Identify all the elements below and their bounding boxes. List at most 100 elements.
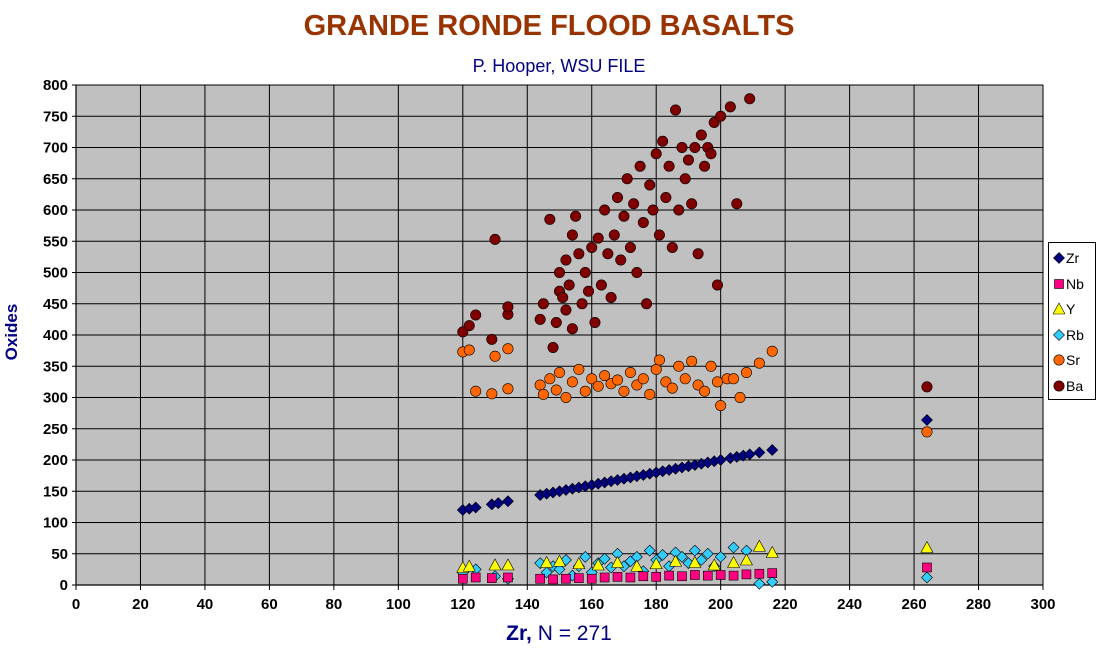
point-sr [728,373,740,385]
point-ba [583,285,595,297]
x-tick-label: 120 [450,596,475,613]
point-y [501,558,515,571]
point-sr [486,388,498,400]
point-y [462,559,476,572]
data-marks [456,93,934,590]
x-tick-label: 180 [644,596,669,613]
point-rb [676,550,688,563]
point-nb [470,572,481,583]
point-nb [677,571,687,582]
x-tick-label: 0 [72,596,80,613]
legend-marker-rb [1053,328,1065,341]
point-ba [544,213,556,225]
point-ba [621,173,633,185]
point-y [552,554,567,567]
point-y [739,553,753,566]
point-ba [689,142,701,154]
point-ba [589,316,601,328]
x-axis-label: Zr, N = 271 [0,622,1098,646]
point-sr [715,400,727,412]
point-ba [744,93,756,105]
point-rb [598,552,611,565]
point-ba [641,298,653,310]
point-rb [701,547,714,560]
point-ba [534,313,546,325]
point-y [920,540,934,553]
point-zr [714,454,727,466]
y-tick-label: 800 [43,77,68,94]
point-zr [492,497,505,510]
legend-label: Ba [1066,377,1084,394]
y-tick-label: 450 [43,296,68,313]
point-ba [553,266,565,278]
point-ba [628,198,640,210]
point-zr [766,444,779,456]
legend-marker-shape [1053,328,1065,341]
point-sr [921,426,933,438]
point-ba [679,173,691,185]
point-nb [702,570,713,581]
point-sr [653,354,665,366]
point-sr [599,370,611,382]
point-rb [656,549,669,561]
point-ba [537,298,549,310]
y-tick-label: 650 [43,171,68,188]
point-sr [537,388,549,400]
point-ba [599,204,611,216]
x-tick-label: 140 [515,596,540,613]
point-nb [586,573,597,584]
point-nb [487,573,497,583]
legend-marker-sr [1053,354,1065,366]
legend: Zr Nb Y Rb Sr Ba [1048,242,1096,400]
y-tick-label: 750 [43,108,68,125]
point-sr [644,388,656,400]
point-ba [695,129,707,141]
point-sr [766,345,778,357]
point-ba [634,160,646,172]
point-ba [470,309,482,321]
x-tick-label: 60 [261,596,278,613]
y-tick-label: 400 [43,327,68,344]
point-ba [586,242,598,254]
y-tick-label: 500 [43,265,68,282]
point-ba [663,160,675,172]
legend-label: Nb [1066,275,1084,292]
point-sr [544,373,556,385]
point-sr [666,382,678,394]
point-sr [470,385,482,397]
legend-label: Sr [1066,352,1080,368]
point-ba [650,148,662,160]
y-tick-label: 300 [43,390,68,407]
point-sr [650,363,662,375]
point-sr [699,385,711,397]
y-tick-label: 50 [51,546,68,563]
point-ba [657,135,669,147]
point-ba [608,229,620,241]
point-ba [612,192,624,204]
series-nb [457,562,932,585]
point-ba [673,204,685,216]
point-ba [576,298,588,310]
point-sr [502,343,514,355]
point-sr [740,366,752,378]
point-sr [705,360,717,372]
point-nb [599,572,610,583]
point-nb [457,573,468,584]
point-ba [676,142,688,154]
point-ba [653,229,665,241]
point-rb [921,571,933,584]
point-ba [644,179,656,191]
point-ba [637,217,649,229]
point-ba [579,266,591,278]
x-tick-label: 80 [326,596,343,613]
point-nb [922,562,932,573]
point-sr [612,374,624,386]
x-tick-label: 260 [902,596,927,613]
x-tick-label: 300 [1030,596,1055,613]
point-ba [573,248,585,260]
point-sr [686,355,698,367]
point-sr [734,391,746,403]
x-tick-label: 20 [132,596,149,613]
series-sr [457,343,933,438]
legend-label: Rb [1066,326,1084,343]
